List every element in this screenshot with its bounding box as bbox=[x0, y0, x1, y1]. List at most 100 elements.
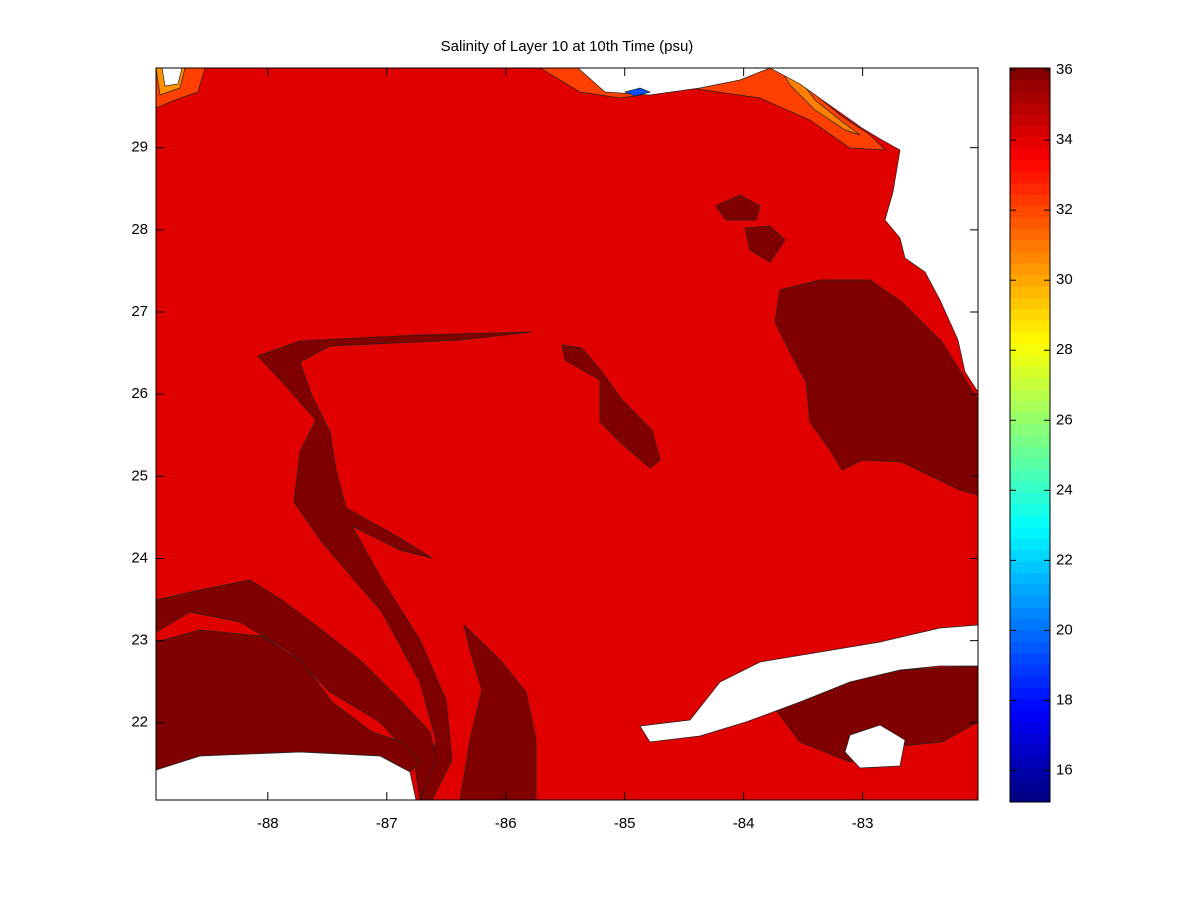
colorbar-band bbox=[1010, 549, 1050, 562]
colorbar-band bbox=[1010, 480, 1050, 493]
y-tick-label: 24 bbox=[131, 549, 148, 566]
colorbar-band bbox=[1010, 171, 1050, 184]
colorbar-band bbox=[1010, 205, 1050, 218]
land bbox=[161, 68, 183, 87]
plot-frame bbox=[155, 67, 979, 801]
colorbar-band bbox=[1010, 412, 1050, 425]
colorbar-band bbox=[1010, 217, 1050, 230]
colorbar-band bbox=[1010, 389, 1050, 402]
colorbar-band bbox=[1010, 354, 1050, 367]
contour-region bbox=[561, 344, 661, 469]
colorbar-band bbox=[1010, 515, 1050, 528]
contour-region bbox=[156, 579, 437, 800]
colorbar-band bbox=[1010, 664, 1050, 677]
colorbar-band bbox=[1010, 641, 1050, 654]
colorbar-band bbox=[1010, 710, 1050, 723]
colorbar-band bbox=[1010, 572, 1050, 585]
colorbar-tick-label: 16 bbox=[1056, 761, 1073, 778]
colorbar-band bbox=[1010, 366, 1050, 379]
colorbar-frame bbox=[1009, 67, 1051, 803]
colorbar-band bbox=[1010, 377, 1050, 390]
chart-title: Salinity of Layer 10 at 10th Time (psu) bbox=[441, 38, 694, 55]
colorbar-band bbox=[1010, 469, 1050, 482]
colorbar-tick-label: 32 bbox=[1056, 201, 1073, 218]
colorbar-band bbox=[1010, 561, 1050, 574]
contour-region bbox=[623, 87, 652, 97]
colorbar-band bbox=[1010, 526, 1050, 539]
colorbar-band bbox=[1010, 435, 1050, 447]
colorbar-band bbox=[1010, 790, 1050, 803]
y-tick-label: 28 bbox=[131, 221, 148, 238]
x-tick-label: -88 bbox=[257, 815, 279, 832]
colorbar-band bbox=[1010, 756, 1050, 769]
x-tick-label: -84 bbox=[733, 815, 755, 832]
colorbar-band bbox=[1010, 744, 1050, 757]
colorbar-band bbox=[1010, 629, 1050, 642]
colorbar-tick-label: 26 bbox=[1056, 411, 1073, 428]
colorbar bbox=[1010, 68, 1050, 803]
colorbar-band bbox=[1010, 607, 1050, 619]
colorbar-band bbox=[1010, 136, 1050, 149]
x-tick-label: -83 bbox=[852, 815, 874, 832]
colorbar-band bbox=[1010, 228, 1050, 241]
colorbar-band bbox=[1010, 159, 1050, 172]
colorbar-tick-label: 22 bbox=[1056, 551, 1073, 568]
colorbar-tick-label: 34 bbox=[1056, 131, 1073, 148]
contour-field bbox=[156, 68, 978, 800]
y-tick-label: 27 bbox=[131, 303, 148, 320]
colorbar-band bbox=[1010, 779, 1050, 792]
contour-region bbox=[715, 194, 761, 221]
y-tick-label: 26 bbox=[131, 385, 148, 402]
colorbar-tick-label: 28 bbox=[1056, 341, 1073, 358]
colorbar-tick-label: 24 bbox=[1056, 481, 1073, 498]
land bbox=[639, 624, 978, 743]
y-tick-label: 22 bbox=[131, 714, 148, 731]
colorbar-band bbox=[1010, 457, 1050, 470]
colorbar-band bbox=[1010, 308, 1050, 321]
colorbar-tick-label: 36 bbox=[1056, 61, 1073, 78]
colorbar-band bbox=[1010, 446, 1050, 459]
colorbar-tick-label: 18 bbox=[1056, 691, 1073, 708]
colorbar-tick-label: 20 bbox=[1056, 621, 1073, 638]
colorbar-band bbox=[1010, 274, 1050, 287]
colorbar-band bbox=[1010, 767, 1050, 780]
colorbar-band bbox=[1010, 721, 1050, 734]
colorbar-band bbox=[1010, 251, 1050, 264]
colorbar-band bbox=[1010, 148, 1050, 161]
colorbar-band bbox=[1010, 618, 1050, 631]
colorbar-band bbox=[1010, 240, 1050, 252]
x-tick-label: -86 bbox=[495, 815, 517, 832]
land bbox=[844, 724, 906, 769]
colorbar-band bbox=[1010, 584, 1050, 597]
colorbar-band bbox=[1010, 182, 1050, 195]
colorbar-band bbox=[1010, 113, 1050, 126]
colorbar-band bbox=[1010, 503, 1050, 516]
land bbox=[577, 68, 771, 96]
colorbar-band bbox=[1010, 102, 1050, 115]
y-tick-label: 29 bbox=[131, 139, 148, 156]
colorbar-band bbox=[1010, 79, 1050, 92]
colorbar-band bbox=[1010, 733, 1050, 746]
colorbar-band bbox=[1010, 675, 1050, 688]
colorbar-band bbox=[1010, 595, 1050, 608]
colorbar-band bbox=[1010, 125, 1050, 138]
colorbar-band bbox=[1010, 90, 1050, 103]
colorbar-band bbox=[1010, 492, 1050, 505]
colorbar-band bbox=[1010, 194, 1050, 207]
colorbar-band bbox=[1010, 68, 1050, 80]
colorbar-tick-label: 30 bbox=[1056, 271, 1073, 288]
contour-region bbox=[459, 623, 537, 800]
y-tick-label: 23 bbox=[131, 632, 148, 649]
land bbox=[156, 751, 417, 800]
colorbar-band bbox=[1010, 320, 1050, 333]
colorbar-band bbox=[1010, 285, 1050, 298]
colorbar-band bbox=[1010, 343, 1050, 356]
colorbar-band bbox=[1010, 652, 1050, 665]
colorbar-band bbox=[1010, 423, 1050, 436]
y-tick-label: 25 bbox=[131, 467, 148, 484]
x-tick-label: -87 bbox=[376, 815, 398, 832]
x-tick-label: -85 bbox=[614, 815, 636, 832]
colorbar-band bbox=[1010, 687, 1050, 700]
